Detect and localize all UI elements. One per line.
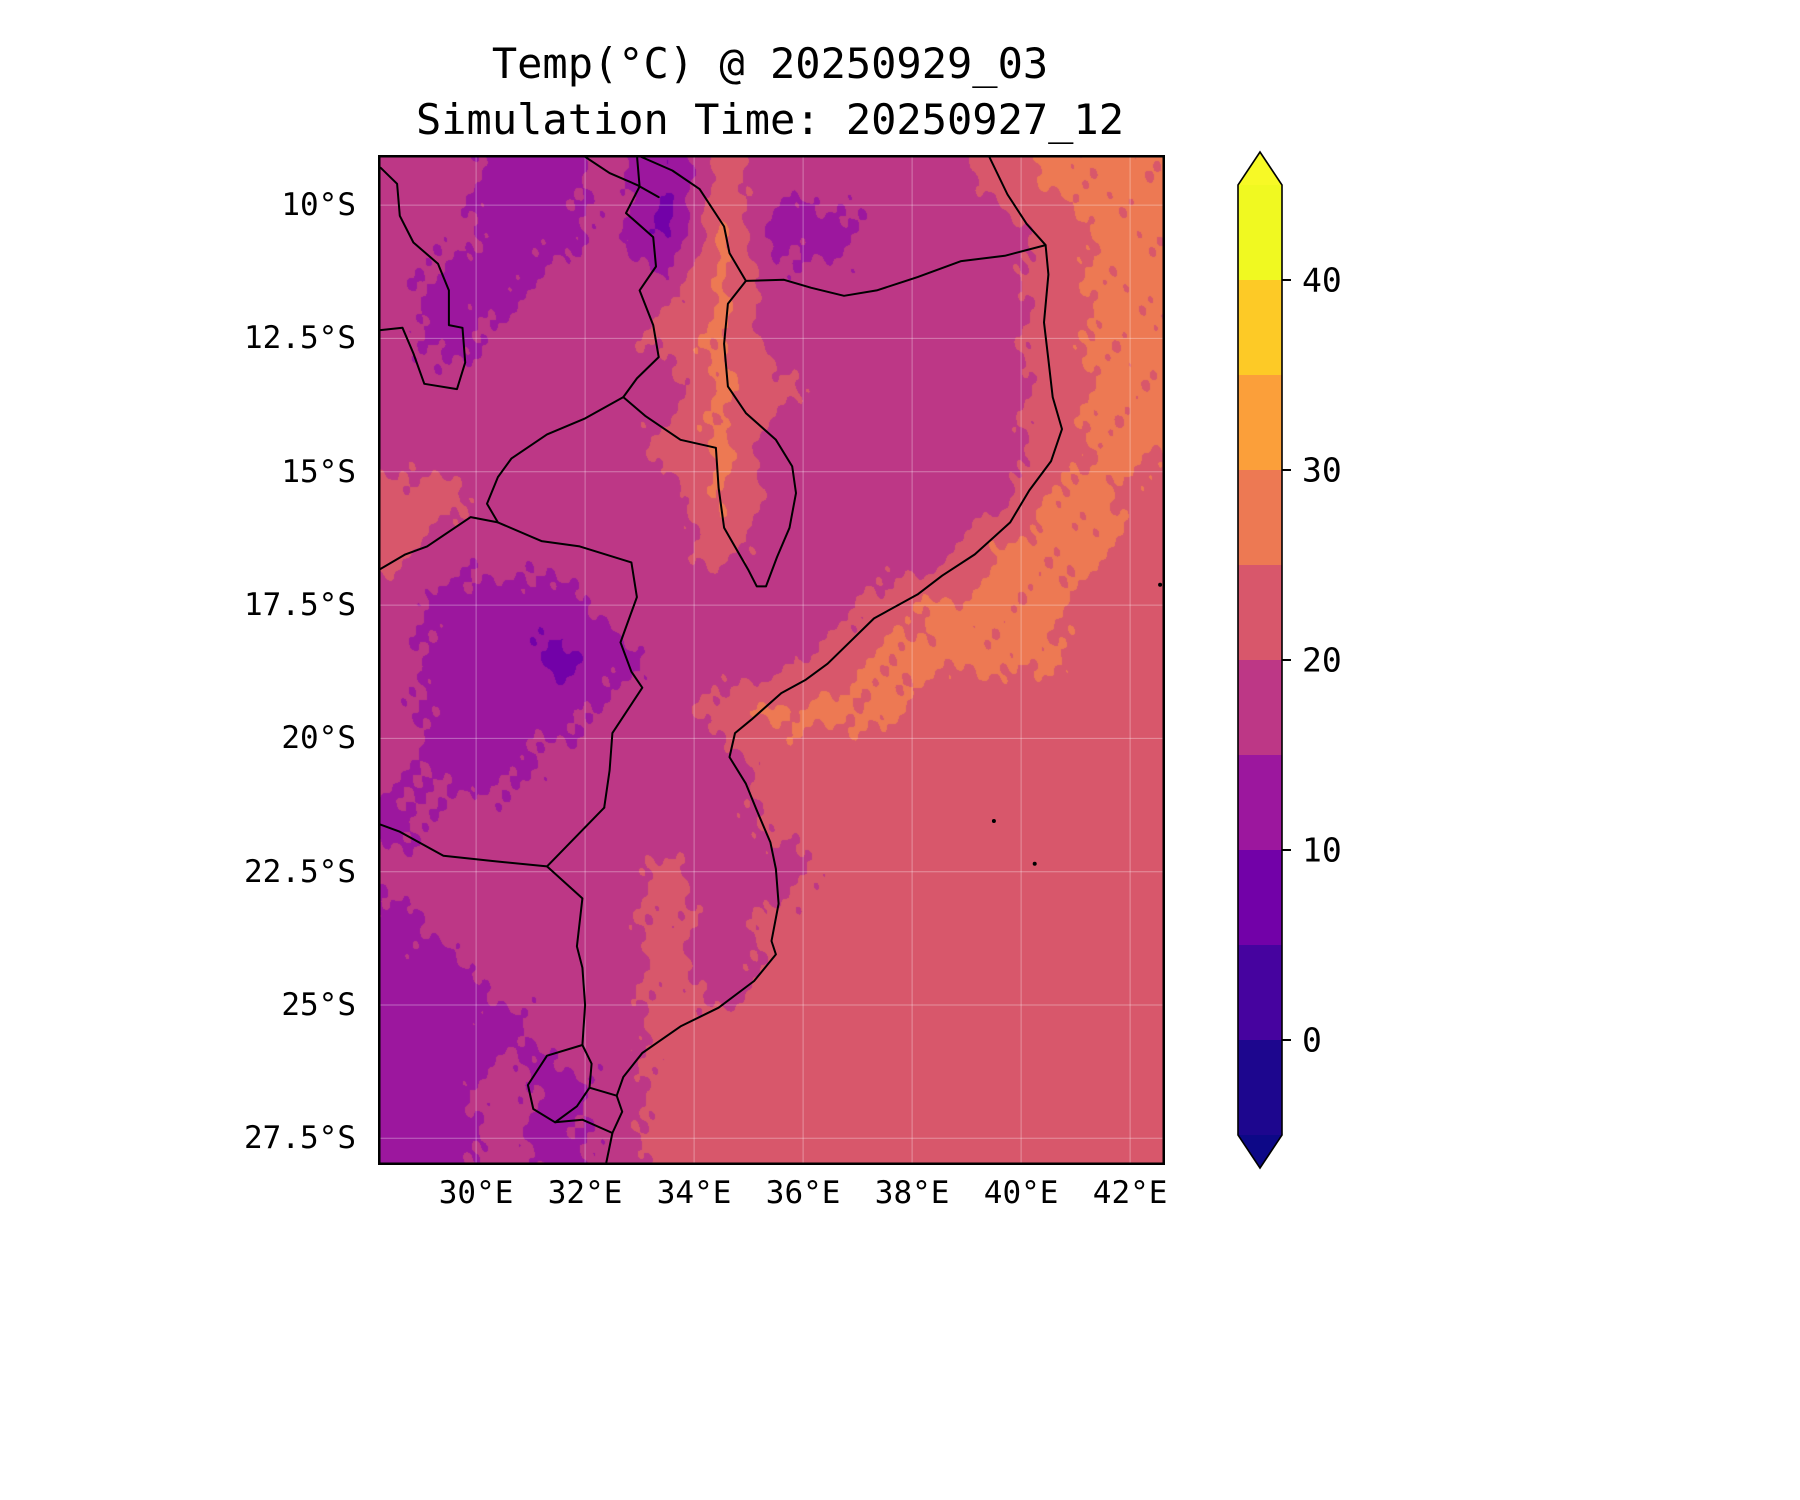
country-border <box>378 806 606 868</box>
colorbar-band <box>1238 185 1282 280</box>
y-tick-label: 22.5°S <box>244 853 356 890</box>
y-tick-label: 20°S <box>281 720 356 757</box>
country-border <box>546 865 587 1046</box>
x-tick-label: 38°E <box>874 1175 950 1211</box>
y-tick-label: 25°S <box>281 987 356 1024</box>
island-dot <box>1158 582 1163 587</box>
country-border <box>378 166 467 391</box>
colorbar-band <box>1238 1040 1282 1135</box>
y-tick-label: 15°S <box>281 453 356 490</box>
y-tick-label: 12.5°S <box>244 320 356 357</box>
x-axis-tick-labels: 30°E 32°E 34°E 36°E 38°E 40°E 42°E <box>0 1175 1800 1219</box>
chart-title-line2: Simulation Time: 20250927_12 <box>415 95 1124 144</box>
country-border <box>588 1086 618 1097</box>
colorbar-tick-label: 20 <box>1302 641 1342 680</box>
temperature-heatmap <box>378 155 1165 1165</box>
country-border <box>604 155 1063 1165</box>
country-border <box>526 1044 593 1124</box>
colorbar-tick-label: 10 <box>1302 831 1342 870</box>
colorbar-extend-under <box>1238 1135 1282 1168</box>
country-border <box>744 244 1047 297</box>
colorbar: 0 10 20 30 40 <box>1237 150 1342 1170</box>
colorbar-tick-label: 40 <box>1302 261 1342 300</box>
x-tick-label: 36°E <box>765 1175 841 1211</box>
y-tick-label: 27.5°S <box>244 1120 356 1157</box>
colorbar-band <box>1238 945 1282 1040</box>
plot-frame <box>378 155 1165 1165</box>
country-border <box>496 521 644 809</box>
colorbar-band <box>1238 280 1282 375</box>
x-tick-label: 42°E <box>1092 1175 1168 1211</box>
chart-title: Temp(°C) @ 20250929_03 Simulation Time: … <box>340 36 1200 148</box>
country-border <box>378 396 625 572</box>
y-tick-label: 17.5°S <box>244 587 356 624</box>
colorbar-band <box>1238 375 1282 470</box>
x-tick-label: 34°E <box>656 1175 732 1211</box>
island-dot <box>991 819 996 823</box>
map-plot-area <box>378 155 1165 1165</box>
country-border <box>622 155 797 588</box>
y-axis-tick-labels: 10°S 12.5°S 15°S 17.5°S 20°S 22.5°S 25°S 27.5°S <box>0 0 356 1200</box>
colorbar-tick-label: 0 <box>1302 1021 1322 1060</box>
colorbar-outline <box>1237 150 1283 1170</box>
colorbar-band <box>1238 470 1282 565</box>
x-tick-label: 32°E <box>547 1175 623 1211</box>
island-dot <box>1032 861 1037 866</box>
y-tick-label: 10°S <box>281 187 356 224</box>
colorbar-extend-over <box>1238 152 1282 185</box>
x-tick-label: 40°E <box>983 1175 1059 1211</box>
colorbar-band <box>1238 660 1282 755</box>
map-borders-overlay <box>378 155 1165 1165</box>
colorbar-tick-label: 30 <box>1302 451 1342 490</box>
chart-title-line1: Temp(°C) @ 20250929_03 <box>491 39 1049 88</box>
country-border <box>554 1118 614 1134</box>
colorbar-band <box>1238 850 1282 945</box>
colorbar-band <box>1238 755 1282 850</box>
colorbar-band <box>1238 565 1282 660</box>
x-tick-label: 30°E <box>438 1175 514 1211</box>
country-border <box>581 155 660 199</box>
